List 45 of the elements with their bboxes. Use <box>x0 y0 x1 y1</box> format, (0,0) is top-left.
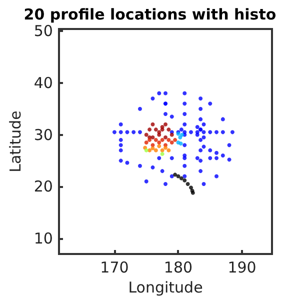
point <box>144 148 148 152</box>
point <box>157 144 162 148</box>
y-tick-label: 40 <box>34 74 53 92</box>
point <box>148 138 152 142</box>
y-tick-label: 20 <box>34 178 53 196</box>
point <box>178 142 183 146</box>
point <box>148 128 152 132</box>
point <box>166 148 171 152</box>
point <box>144 132 148 137</box>
point <box>154 138 158 142</box>
point <box>164 122 168 126</box>
point <box>173 172 178 177</box>
point <box>154 128 158 132</box>
point <box>164 135 168 140</box>
y-tick-label: 50 <box>34 22 53 40</box>
y-tick-label: 10 <box>34 229 53 248</box>
point <box>144 140 148 145</box>
point <box>160 138 164 142</box>
point <box>166 128 171 132</box>
point <box>157 130 162 134</box>
y-tick-label: 30 <box>34 126 53 144</box>
point <box>170 132 174 137</box>
point <box>173 138 178 142</box>
x-tick-label: 190 <box>228 258 256 276</box>
point <box>160 152 164 156</box>
point <box>179 176 184 180</box>
point <box>150 146 155 150</box>
point <box>186 182 190 186</box>
point <box>154 148 158 152</box>
point <box>160 128 164 132</box>
point <box>150 122 155 126</box>
x-tick-label: 180 <box>164 258 193 276</box>
point <box>157 140 162 145</box>
x-tick-label: 170 <box>100 258 129 276</box>
point <box>164 146 168 150</box>
point <box>182 178 187 182</box>
y-axis-title: Latitude <box>6 110 24 172</box>
point <box>160 148 164 152</box>
point <box>189 186 194 190</box>
point <box>166 138 171 142</box>
point <box>180 132 184 137</box>
x-axis-title: Longitude <box>128 278 203 296</box>
chart-title: 20 profile locations with histo <box>24 6 276 24</box>
point <box>170 140 174 145</box>
point <box>176 174 180 178</box>
